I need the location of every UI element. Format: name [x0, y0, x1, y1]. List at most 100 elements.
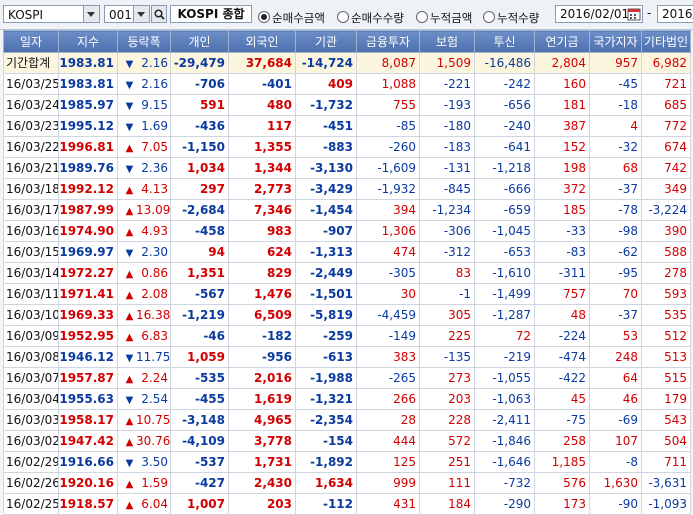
table-row[interactable]: 16/03/14 1972.27 ▲ 0.86 1,351 829 -2,449 -305 83… — [3, 262, 691, 284]
cell-financial-investment: 8,087 — [356, 52, 420, 74]
col-header-investment-trust[interactable]: 투신 — [474, 30, 535, 53]
table-row[interactable]: 16/03/07 1957.87 ▲ 2.24 -535 2,016 -1,988 -265 2… — [3, 367, 691, 389]
table-row[interactable]: 16/03/03 1958.17 ▲ 10.75 -3,148 4,965 -2,354 28… — [3, 409, 691, 431]
col-header-institution[interactable]: 기관 — [295, 30, 357, 53]
cell-individual: -436 — [170, 115, 229, 137]
cell-date: 16/03/24 — [3, 94, 59, 116]
cell-foreign: 624 — [228, 241, 296, 263]
cell-financial-investment: -265 — [356, 367, 420, 389]
search-button[interactable] — [151, 5, 167, 23]
table-row[interactable]: 16/03/11 1971.41 ▲ 2.08 -567 1,476 -1,501 30 -1-… — [3, 283, 691, 305]
cell-date: 16/03/16 — [3, 220, 59, 242]
chevron-down-icon[interactable] — [83, 6, 99, 22]
cell-investment-trust: -290 — [474, 493, 535, 515]
cell-other-corp: 504 — [641, 430, 691, 452]
table-row[interactable]: 16/03/04 1955.63 ▼ 2.54 -455 1,619 -1,321 266 20… — [3, 388, 691, 410]
table-header-row: 일자 지수 등락폭 개인 외국인 기관 금융투자 보험 투신 연기금 국가지자 … — [3, 30, 691, 53]
table-row[interactable]: 16/03/17 1987.99 ▲ 13.09 -2,684 7,346 -1,454 39… — [3, 199, 691, 221]
table-row[interactable]: 16/03/09 1952.95 ▲ 6.83 -46 -182 -259 -149 225 72… — [3, 325, 691, 347]
cell-date: 16/03/17 — [3, 199, 59, 221]
table-row[interactable]: 16/02/25 1918.57 ▲ 6.04 1,007 203 -112 431 184 -2… — [3, 493, 691, 515]
cell-other-corp: 721 — [641, 73, 691, 95]
start-date-field[interactable]: 2016/02/01 — [555, 5, 643, 23]
cell-index: 1974.90 — [58, 220, 118, 242]
radio-net-buy-quantity[interactable]: 순매수수량 — [337, 11, 404, 27]
cell-date: 16/03/21 — [3, 157, 59, 179]
cell-financial-investment: 474 — [356, 241, 420, 263]
col-header-index[interactable]: 지수 — [58, 30, 118, 53]
col-header-pension[interactable]: 연기금 — [534, 30, 590, 53]
col-header-other-corp[interactable]: 기타법인 — [641, 30, 691, 53]
cell-institution: -1,454 — [295, 199, 357, 221]
table-row[interactable]: 16/03/08 1946.12 ▼ 11.75 1,059 -956 -613 383 -13… — [3, 346, 691, 368]
table-row[interactable]: 16/03/02 1947.42 ▲ 30.76 -4,109 3,778 -154 444 5… — [3, 430, 691, 452]
cell-pension: 152 — [534, 136, 590, 158]
cell-government: 248 — [589, 346, 642, 368]
cell-foreign: 1,476 — [228, 283, 296, 305]
cell-individual: -29,479 — [170, 52, 229, 74]
cell-government: -37 — [589, 304, 642, 326]
table-row[interactable]: 16/03/24 1985.97 ▼ 9.15 591 480 -1,732 755 -193-… — [3, 94, 691, 116]
table-row[interactable]: 16/02/29 1916.66 ▼ 3.50 -537 1,731 -1,892 125 25… — [3, 451, 691, 473]
cell-change-value: 9.15 — [141, 98, 168, 112]
table-row[interactable]: 16/02/26 1920.16 ▲ 1.59 -427 2,430 1,634 999 111… — [3, 472, 691, 494]
table-row[interactable]: 16/03/25 1983.81 ▼ 2.16 -706 -401 409 1,088 -221… — [3, 73, 691, 95]
cell-insurance: -845 — [419, 178, 475, 200]
mode-radio-group: 순매수금액 순매수수량 누적금액 누적수량 — [255, 4, 550, 27]
radio-cumulative-quantity[interactable]: 누적수량 — [483, 11, 539, 27]
table-row[interactable]: 16/03/10 1969.33 ▲ 16.38 -1,219 6,509 -5,819 -4… — [3, 304, 691, 326]
cell-other-corp: 278 — [641, 262, 691, 284]
radio-net-buy-amount[interactable]: 순매수금액 — [258, 11, 325, 27]
search-icon — [154, 9, 165, 20]
cell-change: ▲ 6.83 — [117, 325, 171, 347]
triangle-up-icon: ▲ — [125, 437, 134, 448]
chevron-down-icon[interactable] — [133, 6, 149, 22]
cell-individual: -1,150 — [170, 136, 229, 158]
cell-insurance: 572 — [419, 430, 475, 452]
cell-change-value: 2.08 — [141, 287, 168, 301]
triangle-up-icon: ▲ — [125, 311, 134, 322]
cell-individual: -46 — [170, 325, 229, 347]
col-header-change[interactable]: 등락폭 — [117, 30, 171, 53]
table-row[interactable]: 16/03/21 1989.76 ▼ 2.36 1,034 1,344 -3,130 -1,6… — [3, 157, 691, 179]
market-select[interactable]: KOSPI — [3, 5, 100, 23]
cell-pension: 160 — [534, 73, 590, 95]
cell-institution: -907 — [295, 220, 357, 242]
cell-change: ▲ 4.93 — [117, 220, 171, 242]
cell-change-value: 4.13 — [141, 182, 168, 196]
cell-insurance: -1,234 — [419, 199, 475, 221]
col-header-government[interactable]: 국가지자 — [589, 30, 642, 53]
cell-institution: -154 — [295, 430, 357, 452]
cell-investment-trust: -653 — [474, 241, 535, 263]
cell-other-corp: 179 — [641, 388, 691, 410]
table-row[interactable]: 16/03/23 1995.12 ▼ 1.69 -436 117 -451 -85 -180 -2… — [3, 115, 691, 137]
col-header-insurance[interactable]: 보험 — [419, 30, 475, 53]
cell-index: 1992.12 — [58, 178, 118, 200]
cell-institution: -1,501 — [295, 283, 357, 305]
table-row[interactable]: 16/03/15 1969.97 ▼ 2.30 94 624 -1,313 474 -312 -6… — [3, 241, 691, 263]
cell-date: 16/03/04 — [3, 388, 59, 410]
index-code-select[interactable]: 001 — [104, 5, 150, 23]
triangle-down-icon: ▼ — [125, 59, 134, 70]
cell-index: 1995.12 — [58, 115, 118, 137]
table-row[interactable]: 16/03/22 1996.81 ▲ 7.05 -1,150 1,355 -883 -260-… — [3, 136, 691, 158]
cell-institution: -1,892 — [295, 451, 357, 473]
cell-change: ▲ 10.75 — [117, 409, 171, 431]
col-header-financial-investment[interactable]: 금융투자 — [356, 30, 420, 53]
col-header-foreign[interactable]: 외국인 — [228, 30, 296, 53]
cell-pension: -83 — [534, 241, 590, 263]
cell-change: ▼ 2.36 — [117, 157, 171, 179]
table-row[interactable]: 16/03/16 1974.90 ▲ 4.93 -458 983 -907 1,306 -306… — [3, 220, 691, 242]
col-header-individual[interactable]: 개인 — [170, 30, 229, 53]
calendar-icon[interactable] — [627, 7, 641, 21]
table-row[interactable]: 16/03/18 1992.12 ▲ 4.13 297 2,773 -3,429 -1,932… — [3, 178, 691, 200]
cell-change: ▲ 6.04 — [117, 493, 171, 515]
cell-other-corp: 588 — [641, 241, 691, 263]
radio-cumulative-amount[interactable]: 누적금액 — [416, 11, 472, 27]
summary-row[interactable]: 기간합계 1983.81 ▼ 2.16 -29,479 37,684 -14,724 8,08… — [3, 52, 691, 74]
cell-individual: 1,007 — [170, 493, 229, 515]
date-range-separator: - — [647, 6, 652, 20]
col-header-date[interactable]: 일자 — [3, 30, 59, 53]
end-date-field[interactable]: 2016/ — [657, 5, 693, 23]
cell-investment-trust: -240 — [474, 115, 535, 137]
